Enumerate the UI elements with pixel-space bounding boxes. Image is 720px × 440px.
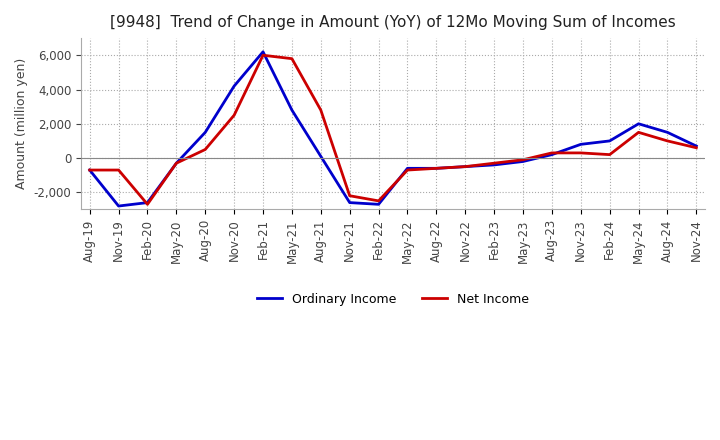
Net Income — [606, 152, 614, 157]
Ordinary Income — [374, 202, 383, 207]
Net Income — [346, 193, 354, 198]
Ordinary Income — [432, 166, 441, 171]
Ordinary Income — [606, 138, 614, 143]
Ordinary Income — [403, 166, 412, 171]
Net Income — [172, 161, 181, 166]
Net Income — [287, 56, 296, 61]
Net Income — [230, 113, 238, 118]
Net Income — [692, 145, 701, 150]
Ordinary Income — [548, 152, 557, 157]
Ordinary Income — [518, 159, 527, 164]
Y-axis label: Amount (million yen): Amount (million yen) — [15, 58, 28, 189]
Net Income — [317, 107, 325, 113]
Ordinary Income — [634, 121, 643, 126]
Net Income — [258, 53, 267, 58]
Ordinary Income — [86, 167, 94, 172]
Ordinary Income — [114, 203, 123, 209]
Ordinary Income — [692, 143, 701, 149]
Ordinary Income — [346, 200, 354, 205]
Net Income — [86, 167, 94, 172]
Net Income — [461, 164, 469, 169]
Legend: Ordinary Income, Net Income: Ordinary Income, Net Income — [252, 288, 534, 311]
Net Income — [403, 167, 412, 172]
Ordinary Income — [230, 84, 238, 89]
Ordinary Income — [663, 130, 672, 135]
Ordinary Income — [490, 162, 498, 168]
Line: Net Income: Net Income — [90, 55, 696, 204]
Net Income — [518, 157, 527, 162]
Net Income — [374, 198, 383, 204]
Ordinary Income — [172, 161, 181, 166]
Net Income — [114, 167, 123, 172]
Net Income — [548, 150, 557, 156]
Title: [9948]  Trend of Change in Amount (YoY) of 12Mo Moving Sum of Incomes: [9948] Trend of Change in Amount (YoY) o… — [110, 15, 676, 30]
Ordinary Income — [258, 49, 267, 55]
Net Income — [634, 130, 643, 135]
Ordinary Income — [287, 107, 296, 113]
Ordinary Income — [577, 142, 585, 147]
Ordinary Income — [317, 154, 325, 159]
Ordinary Income — [461, 164, 469, 169]
Ordinary Income — [143, 200, 152, 205]
Net Income — [663, 138, 672, 143]
Net Income — [201, 147, 210, 152]
Net Income — [143, 202, 152, 207]
Ordinary Income — [201, 130, 210, 135]
Line: Ordinary Income: Ordinary Income — [90, 52, 696, 206]
Net Income — [432, 166, 441, 171]
Net Income — [490, 161, 498, 166]
Net Income — [577, 150, 585, 156]
